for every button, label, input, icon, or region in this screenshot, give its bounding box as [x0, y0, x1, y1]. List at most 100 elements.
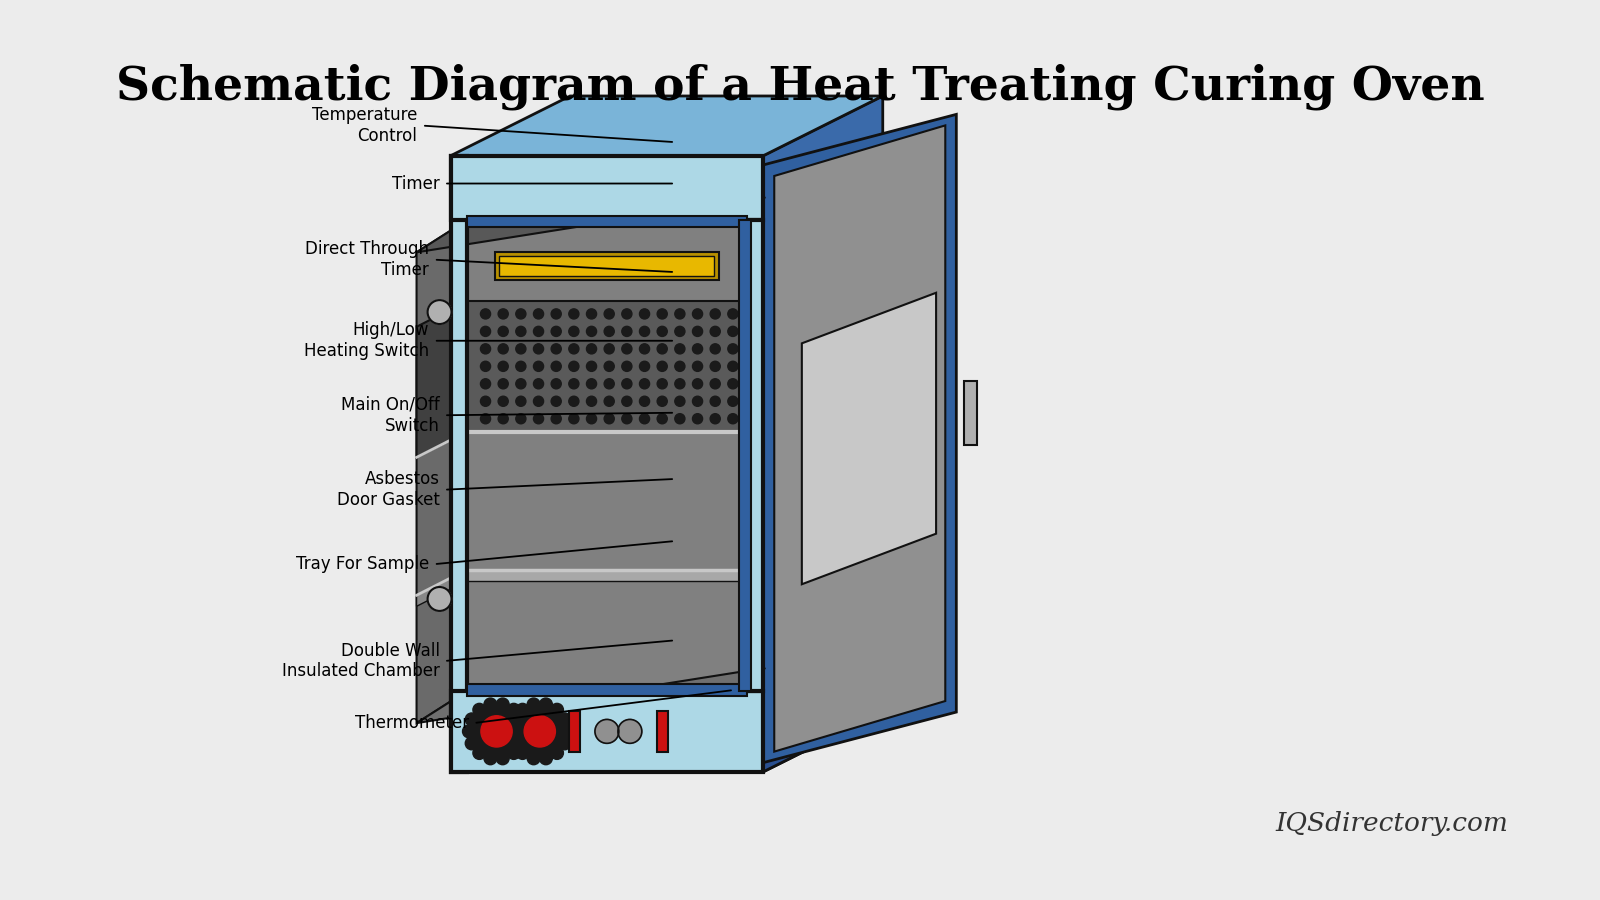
Circle shape	[539, 752, 552, 765]
Circle shape	[693, 379, 702, 389]
Circle shape	[658, 361, 667, 372]
Circle shape	[533, 327, 544, 337]
Circle shape	[710, 327, 720, 337]
Polygon shape	[763, 114, 957, 762]
Text: Tray For Sample: Tray For Sample	[296, 555, 429, 573]
Circle shape	[728, 379, 738, 389]
Polygon shape	[467, 220, 747, 691]
Polygon shape	[739, 220, 752, 691]
Circle shape	[466, 737, 478, 750]
Circle shape	[526, 752, 541, 765]
Circle shape	[622, 327, 632, 337]
Text: Main On/Off
Switch: Main On/Off Switch	[341, 396, 440, 435]
Text: Timer: Timer	[392, 175, 440, 193]
Text: Schematic Diagram of a Heat Treating Curing Oven: Schematic Diagram of a Heat Treating Cur…	[115, 64, 1485, 110]
Circle shape	[728, 361, 738, 372]
Circle shape	[605, 327, 614, 337]
Circle shape	[517, 704, 530, 716]
Circle shape	[605, 309, 614, 319]
Circle shape	[480, 414, 491, 424]
Circle shape	[587, 344, 597, 354]
Polygon shape	[451, 712, 883, 772]
Circle shape	[483, 698, 498, 711]
Circle shape	[587, 379, 597, 389]
Circle shape	[480, 396, 491, 406]
Circle shape	[515, 361, 526, 372]
Circle shape	[728, 327, 738, 337]
Text: Direct Through
Timer: Direct Through Timer	[306, 240, 429, 279]
Polygon shape	[416, 220, 467, 723]
Circle shape	[482, 716, 512, 747]
Circle shape	[658, 379, 667, 389]
Circle shape	[658, 309, 667, 319]
Circle shape	[675, 414, 685, 424]
Circle shape	[550, 414, 562, 424]
Circle shape	[550, 344, 562, 354]
Circle shape	[515, 344, 526, 354]
Circle shape	[533, 361, 544, 372]
Circle shape	[622, 396, 632, 406]
Circle shape	[427, 300, 451, 324]
Circle shape	[587, 327, 597, 337]
Bar	[963, 381, 976, 446]
Circle shape	[640, 344, 650, 354]
Circle shape	[693, 309, 702, 319]
Polygon shape	[451, 96, 883, 156]
Polygon shape	[763, 96, 883, 772]
Circle shape	[480, 361, 491, 372]
Circle shape	[658, 327, 667, 337]
Circle shape	[498, 309, 509, 319]
Polygon shape	[467, 215, 747, 228]
Circle shape	[533, 309, 544, 319]
Circle shape	[622, 361, 632, 372]
Circle shape	[509, 737, 522, 750]
Circle shape	[558, 713, 571, 725]
Circle shape	[605, 414, 614, 424]
Polygon shape	[416, 301, 467, 457]
Text: Double Wall
Insulated Chamber: Double Wall Insulated Chamber	[282, 642, 440, 680]
Circle shape	[710, 344, 720, 354]
Circle shape	[693, 361, 702, 372]
Bar	[494, 252, 718, 280]
Circle shape	[509, 713, 522, 725]
Polygon shape	[416, 668, 765, 723]
Polygon shape	[747, 220, 763, 691]
Circle shape	[515, 379, 526, 389]
Circle shape	[526, 698, 541, 711]
Circle shape	[675, 344, 685, 354]
Circle shape	[728, 309, 738, 319]
Circle shape	[675, 309, 685, 319]
Text: Temperature
Control: Temperature Control	[312, 106, 418, 145]
Circle shape	[570, 309, 579, 319]
Circle shape	[506, 724, 518, 738]
Circle shape	[517, 746, 530, 760]
Circle shape	[533, 379, 544, 389]
Circle shape	[728, 344, 738, 354]
Circle shape	[587, 361, 597, 372]
Circle shape	[480, 327, 491, 337]
Circle shape	[693, 344, 702, 354]
Circle shape	[710, 396, 720, 406]
Circle shape	[587, 414, 597, 424]
Circle shape	[570, 396, 579, 406]
Text: IQSdirectory.com: IQSdirectory.com	[1275, 811, 1509, 836]
Circle shape	[515, 707, 563, 755]
Polygon shape	[774, 125, 946, 752]
Circle shape	[640, 361, 650, 372]
Circle shape	[515, 713, 528, 725]
Text: Asbestos
Door Gasket: Asbestos Door Gasket	[336, 471, 440, 509]
Circle shape	[550, 396, 562, 406]
Circle shape	[570, 327, 579, 337]
Circle shape	[496, 698, 509, 711]
Circle shape	[525, 716, 555, 747]
Circle shape	[710, 414, 720, 424]
Bar	[570, 711, 581, 751]
Text: High/Low
Heating Switch: High/Low Heating Switch	[304, 321, 429, 360]
Circle shape	[605, 396, 614, 406]
Circle shape	[675, 379, 685, 389]
Circle shape	[480, 344, 491, 354]
Circle shape	[533, 414, 544, 424]
Circle shape	[550, 379, 562, 389]
Circle shape	[562, 724, 574, 738]
Circle shape	[539, 698, 552, 711]
